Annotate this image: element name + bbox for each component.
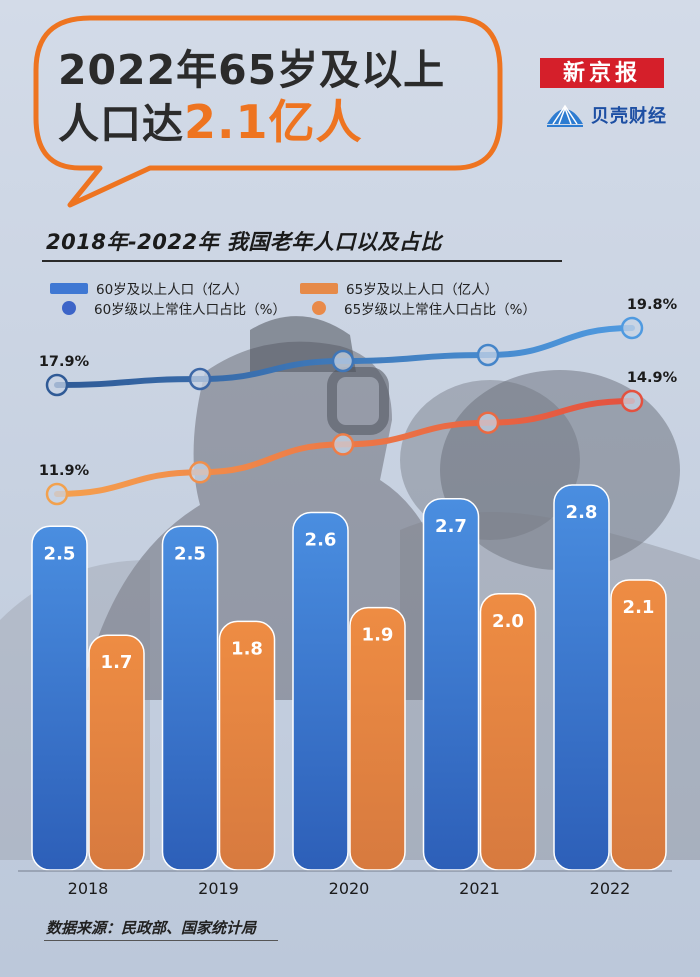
point-orange-2019 (188, 461, 212, 484)
bar-60-2019 (161, 525, 219, 871)
point-blue-2018 (45, 373, 69, 397)
legend-label: 65岁及以上人口（亿人） (346, 282, 499, 298)
bar-label-65-2018: 1.7 (101, 652, 133, 673)
point-blue-2022 (620, 316, 644, 340)
x-tick-2019: 2019 (198, 879, 239, 898)
bar-65-2021 (479, 593, 537, 871)
legend-item-60-pct: 60岁级以上常住人口占比（%） (50, 298, 286, 318)
x-tick-2018: 2018 (68, 879, 109, 898)
source-note: 数据来源：民政部、国家统计局 (46, 919, 257, 937)
legend-dot-orange (312, 301, 326, 315)
point-orange-2022 (620, 389, 644, 413)
bar-60-2018 (31, 525, 88, 871)
bar-60-2022 (553, 484, 610, 871)
bar-65-2018 (88, 634, 145, 871)
legend-dot-blue (62, 301, 76, 315)
bar-label-65-2020: 1.9 (362, 625, 394, 646)
point-blue-2020 (331, 349, 355, 373)
point-blue-2019 (188, 367, 212, 391)
legend-item-60-pop: 60岁及以上人口（亿人） (50, 278, 248, 298)
headline-line2: 人口达2.1亿人 (58, 96, 498, 150)
bar-60-2021 (422, 498, 480, 871)
x-tick-2021: 2021 (459, 879, 500, 898)
bar-label-65-2021: 2.0 (492, 611, 524, 632)
headline-bubble (33, 15, 503, 208)
bar-65-2020 (349, 606, 406, 871)
legend-item-65-pop: 65岁及以上人口（亿人） (300, 278, 498, 298)
point-orange-2021 (476, 411, 500, 434)
bar-label-60-2021: 2.7 (435, 516, 467, 537)
headline-line2-prefix: 人口达 (58, 100, 184, 148)
bar-label-60-2020: 2.6 (305, 530, 337, 551)
point-orange-2020 (331, 433, 355, 456)
title-underline (42, 260, 562, 262)
x-tick-2020: 2020 (329, 879, 370, 898)
source-underline (44, 940, 278, 941)
bar-65-2022 (610, 579, 667, 871)
x-tick-2022: 2022 (590, 879, 631, 898)
sub-brand: 贝壳财经 (543, 100, 667, 130)
legend-swatch-orange (300, 282, 338, 294)
bar-label-65-2022: 2.1 (623, 597, 655, 618)
headline-line1: 2022年65岁及以上 (58, 46, 446, 94)
point-blue-2021 (476, 343, 500, 367)
pct-label-blue-start: 17.9% (39, 354, 90, 370)
bar-label-65-2019: 1.8 (231, 638, 263, 659)
bar-65-2019 (218, 620, 276, 871)
legend-item-65-pct: 65岁级以上常住人口占比（%） (300, 298, 536, 318)
headline: 2022年65岁及以上 人口达2.1亿人 (58, 44, 498, 150)
bar-60-2020 (292, 511, 349, 871)
point-orange-2018 (45, 482, 69, 506)
headline-highlight: 2.1亿人 (184, 95, 363, 149)
bar-label-60-2022: 2.8 (566, 502, 598, 523)
legend-label: 60岁级以上常住人口占比（%） (94, 302, 287, 318)
pct-label-blue-end: 19.8% (627, 297, 678, 313)
legend-label: 60岁及以上人口（亿人） (96, 282, 249, 298)
legend-swatch-blue (50, 282, 88, 294)
sub-brand-text: 贝壳财经 (591, 106, 667, 127)
brand-logo: 新京报 (540, 58, 664, 88)
chart-title: 2018年-2022年 我国老年人口以及占比 (46, 230, 442, 254)
bar-label-60-2018: 2.5 (44, 543, 76, 564)
legend-label: 65岁级以上常住人口占比（%） (344, 302, 537, 318)
bar-label-60-2019: 2.5 (174, 543, 206, 564)
pct-label-orange-end: 14.9% (627, 370, 678, 386)
pct-label-orange-start: 11.9% (39, 463, 90, 479)
shell-logo-icon (547, 104, 583, 127)
